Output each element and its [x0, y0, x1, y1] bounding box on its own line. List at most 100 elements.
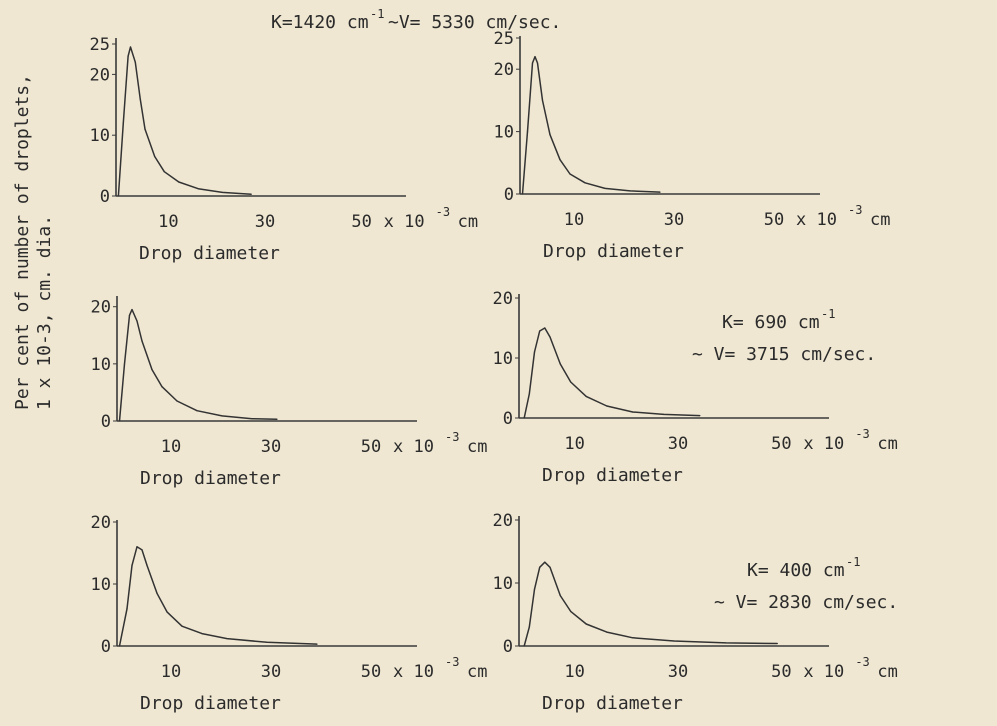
x-tick-label: 10	[161, 662, 181, 682]
y-axis-label-group: Per cent of number of droplets, 1 x 10-3…	[12, 74, 55, 410]
x-axis-title: Drop diameter	[139, 243, 280, 264]
x-unit-sup: -3	[445, 655, 459, 669]
data-point	[585, 395, 587, 397]
data-point	[144, 128, 146, 130]
data-point	[632, 411, 634, 413]
x-axis-title: Drop diameter	[542, 465, 683, 486]
y-tick-label: 10	[493, 574, 513, 594]
x-tick-label: 50	[361, 662, 381, 682]
x-tick-label: 50	[771, 434, 791, 454]
data-point	[521, 193, 524, 195]
data-point	[526, 131, 529, 133]
series-line	[118, 546, 318, 647]
y-tick-label: 20	[90, 65, 110, 85]
annotation-v-text: ~ V= 2830 cm/sec.	[714, 592, 898, 613]
y-axis-label-line2: 1 x 10-3, cm. dia.	[34, 215, 55, 410]
y-tick-label: 0	[100, 187, 110, 207]
x-unit-sup: -3	[848, 203, 862, 217]
data-point	[629, 190, 631, 192]
y-tick-label: 20	[493, 289, 513, 309]
x-tick-label: 30	[255, 212, 275, 232]
y-tick-label: 20	[494, 60, 514, 80]
data-point	[163, 171, 165, 173]
x-unit-label: x 10	[796, 210, 837, 230]
data-point	[128, 314, 131, 316]
x-unit-tail: cm	[870, 210, 890, 230]
annotation-k-sup: -1	[846, 555, 860, 569]
x-axis-title: Drop diameter	[543, 241, 684, 262]
series-line	[523, 327, 700, 419]
data-point	[585, 623, 587, 625]
annotation-k-sup: -1	[821, 307, 835, 321]
x-unit-sup: -3	[855, 655, 869, 669]
x-axis-title: Drop diameter	[140, 693, 281, 714]
data-point	[559, 363, 561, 365]
plots-group: 0 10 20 25 10 30 50 x 10 -3 cm Drop diameter 0 10 20 2…	[90, 29, 898, 714]
annotation-v-text: ~V= 5330 cm/sec.	[388, 12, 561, 33]
data-point	[663, 413, 665, 415]
data-point	[523, 417, 525, 419]
x-tick-label: 50	[771, 662, 791, 682]
chart-panel-5: 0 10 20 10 30 50 x 10 -3 cm Drop diameter	[91, 513, 488, 714]
data-point	[251, 418, 253, 420]
data-point	[129, 46, 132, 48]
annotation-k690: K= 690 cm -1 ~ V= 3715 cm/sec.	[692, 307, 876, 365]
data-point	[536, 62, 539, 64]
data-point	[266, 641, 268, 643]
annotation-k-text: K= 690 cm	[722, 312, 820, 333]
data-point	[528, 626, 530, 628]
y-tick-label: 0	[504, 185, 514, 205]
data-point	[131, 308, 133, 311]
x-tick-label: 30	[261, 662, 281, 682]
chart-panel-6: 0 10 20 10 30 50 x 10 -3 cm Drop diameter	[493, 511, 898, 714]
y-tick-label: 10	[91, 575, 111, 595]
data-point	[533, 588, 536, 590]
data-point	[725, 642, 727, 644]
data-point	[606, 405, 608, 407]
data-point	[559, 595, 561, 597]
x-unit-tail: cm	[877, 662, 897, 682]
data-point	[154, 155, 156, 158]
annotation-k-text: K= 400 cm	[747, 560, 845, 581]
data-point	[570, 610, 572, 612]
y-tick-label: 0	[101, 412, 111, 432]
data-point	[531, 62, 534, 64]
y-tick-label: 25	[494, 29, 514, 49]
data-point	[134, 61, 136, 63]
x-tick-label: 30	[664, 210, 684, 230]
data-point	[544, 327, 546, 329]
series-line	[117, 46, 252, 197]
annotation-k400: K= 400 cm -1 ~ V= 2830 cm/sec.	[714, 555, 898, 613]
data-point	[176, 400, 178, 402]
data-point	[117, 195, 120, 197]
data-point	[141, 340, 143, 342]
x-unit-tail: cm	[877, 434, 897, 454]
x-tick-label: 30	[668, 434, 688, 454]
y-tick-label: 0	[503, 409, 513, 429]
y-axis-label-line1: Per cent of number of droplets,	[12, 74, 33, 410]
data-point	[539, 566, 541, 568]
x-axis-title: Drop diameter	[140, 468, 281, 489]
x-tick-label: 50	[361, 437, 381, 457]
x-unit-tail: cm	[467, 662, 487, 682]
data-point	[156, 592, 158, 594]
y-tick-label: 20	[493, 511, 513, 531]
data-point	[196, 410, 198, 412]
data-point	[141, 549, 143, 551]
data-point	[131, 564, 133, 567]
data-point	[549, 566, 551, 568]
chart-panel-2: 0 10 20 25 10 30 50 x 10 -3 cm Drop diameter	[494, 29, 891, 262]
x-tick-label: 10	[564, 434, 584, 454]
data-point	[776, 642, 778, 645]
data-point	[250, 193, 252, 195]
series-line	[118, 308, 278, 422]
data-point	[604, 187, 606, 189]
x-tick-label: 30	[261, 437, 281, 457]
data-point	[534, 56, 536, 58]
data-point	[123, 363, 126, 365]
data-point	[528, 393, 530, 395]
x-unit-tail: cm	[458, 212, 478, 232]
x-unit-sup: -3	[445, 430, 459, 444]
data-point	[161, 386, 163, 388]
